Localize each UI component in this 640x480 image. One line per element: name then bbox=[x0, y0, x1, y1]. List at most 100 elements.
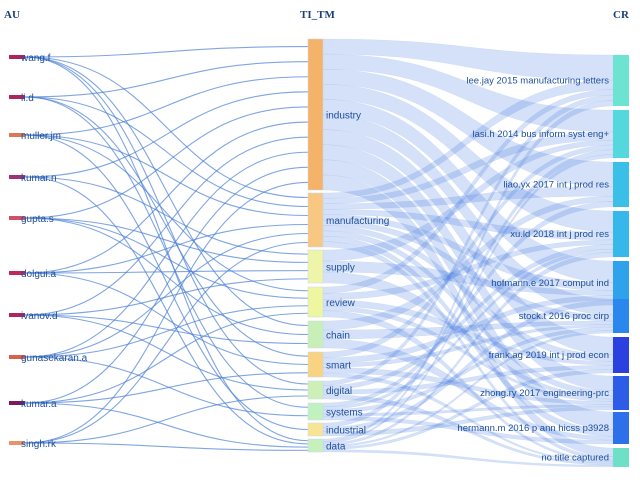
author-node-li-d bbox=[9, 95, 25, 99]
reference-label-6: stock.t 2016 proc cirp bbox=[519, 311, 609, 322]
link-author-term bbox=[24, 166, 309, 404]
link-author-term bbox=[24, 223, 309, 274]
term-label-manufacturing: manufacturing bbox=[326, 216, 389, 227]
reference-node-1 bbox=[613, 55, 629, 106]
link-author-term bbox=[24, 136, 309, 316]
reference-label-7: frank.ag 2019 int j prod econ bbox=[489, 350, 609, 361]
term-node-systems bbox=[307, 402, 324, 421]
link-author-term bbox=[24, 56, 309, 327]
author-node-kumar-n bbox=[9, 175, 25, 179]
term-label-review: review bbox=[326, 298, 356, 309]
link-author-term bbox=[24, 76, 309, 136]
term-label-industry: industry bbox=[326, 111, 361, 122]
link-author-term bbox=[24, 312, 309, 404]
link-author-term bbox=[24, 232, 309, 358]
link-author-term bbox=[24, 61, 309, 98]
link-author-term bbox=[24, 217, 309, 299]
author-label-singh-rk: singh.rk bbox=[21, 439, 57, 450]
reference-node-4 bbox=[613, 211, 629, 257]
author-node-gupta-s bbox=[9, 216, 25, 220]
term-node-industrial bbox=[307, 422, 324, 437]
reference-node-5 bbox=[613, 261, 629, 305]
link-author-term bbox=[24, 134, 309, 292]
reference-node-7 bbox=[613, 337, 629, 373]
link-author-term bbox=[24, 372, 309, 404]
reference-label-4: xu.ld 2018 int j prod res bbox=[510, 229, 609, 240]
reference-label-8: zhong.ry 2017 engineering-prc bbox=[480, 388, 609, 399]
link-author-term bbox=[24, 305, 309, 358]
link-author-term bbox=[24, 96, 309, 408]
link-term-reference bbox=[322, 235, 614, 437]
reference-node-9 bbox=[613, 412, 629, 444]
link-author-term bbox=[24, 56, 309, 385]
reference-node-3 bbox=[613, 162, 629, 207]
link-author-term bbox=[24, 91, 309, 178]
term-node-industry bbox=[307, 38, 324, 191]
term-label-systems: systems bbox=[326, 408, 363, 419]
term-reference-links bbox=[322, 38, 614, 468]
link-author-term bbox=[24, 217, 309, 336]
author-node-kumar-a bbox=[9, 401, 25, 405]
link-author-term bbox=[24, 134, 309, 431]
link-author-term bbox=[24, 402, 309, 448]
term-label-supply: supply bbox=[326, 263, 355, 274]
reference-label-2: lasi.h 2014 bus inform syst eng+ bbox=[472, 129, 609, 140]
column-title-ti-tm: TI_TM bbox=[300, 9, 335, 21]
author-node-muller-jm bbox=[9, 133, 25, 137]
author-label-muller-jm: muller.jm bbox=[21, 131, 61, 142]
term-node-data bbox=[307, 438, 324, 453]
link-author-term bbox=[24, 106, 309, 219]
link-author-term bbox=[24, 96, 309, 208]
term-node-manufacturing bbox=[307, 192, 324, 248]
link-term-reference bbox=[322, 139, 614, 262]
term-node-smart bbox=[307, 351, 324, 378]
reference-label-3: liao.yx 2017 int j prod res bbox=[503, 180, 609, 191]
link-author-term bbox=[24, 278, 309, 316]
link-author-term bbox=[24, 217, 309, 263]
link-author-term bbox=[24, 270, 309, 274]
reference-node-2 bbox=[613, 110, 629, 158]
reference-label-9: hermann.m 2016 p ann hicss p3928 bbox=[457, 423, 609, 434]
term-label-smart: smart bbox=[326, 361, 351, 372]
term-node-review bbox=[307, 286, 324, 318]
column-title-cr: CR bbox=[613, 9, 630, 21]
author-node-dolgui-a bbox=[9, 271, 25, 275]
reference-node-10 bbox=[613, 448, 629, 467]
link-author-term bbox=[24, 314, 309, 345]
link-author-term bbox=[24, 356, 309, 417]
author-node-gunasekaran-a bbox=[9, 355, 25, 359]
link-author-term bbox=[24, 151, 309, 358]
term-node-supply bbox=[307, 249, 324, 284]
term-label-digital: digital bbox=[326, 386, 352, 397]
author-label-kumar-n: kumar.n bbox=[21, 173, 57, 184]
author-label-ivanov-d: ivanov.d bbox=[21, 311, 58, 322]
author-label-gupta-s: gupta.s bbox=[21, 214, 54, 225]
link-author-term bbox=[24, 121, 309, 274]
link-author-term bbox=[24, 241, 309, 444]
author-label-dolgui-a: dolgui.a bbox=[21, 269, 56, 280]
term-node-digital bbox=[307, 380, 324, 400]
link-author-term bbox=[24, 442, 309, 451]
author-node-ivanov-d bbox=[9, 313, 25, 317]
author-node-wang-f bbox=[9, 55, 25, 59]
term-label-industrial: industrial bbox=[326, 426, 366, 437]
author-label-wang-f: wang.f bbox=[20, 53, 51, 64]
nodes bbox=[9, 38, 629, 467]
author-label-kumar-a: kumar.a bbox=[21, 399, 57, 410]
labels: wang.f li.d muller.jm kumar.n gupta.s dolgui.… bbox=[20, 53, 609, 464]
link-author-term bbox=[24, 272, 309, 366]
term-label-data: data bbox=[326, 442, 346, 453]
link-author-term bbox=[24, 56, 309, 199]
column-title-au: AU bbox=[4, 9, 20, 21]
link-author-term bbox=[24, 46, 309, 58]
term-label-chain: chain bbox=[326, 331, 350, 342]
term-node-chain bbox=[307, 320, 324, 349]
link-author-term bbox=[24, 176, 309, 445]
reference-node-6 bbox=[613, 299, 629, 333]
reference-label-1: lee.jay 2015 manufacturing letters bbox=[466, 76, 609, 87]
link-author-term bbox=[24, 134, 309, 217]
author-term-links bbox=[24, 46, 309, 451]
author-label-gunasekaran-a: gunasekaran.a bbox=[21, 353, 88, 364]
reference-node-8 bbox=[613, 376, 629, 410]
